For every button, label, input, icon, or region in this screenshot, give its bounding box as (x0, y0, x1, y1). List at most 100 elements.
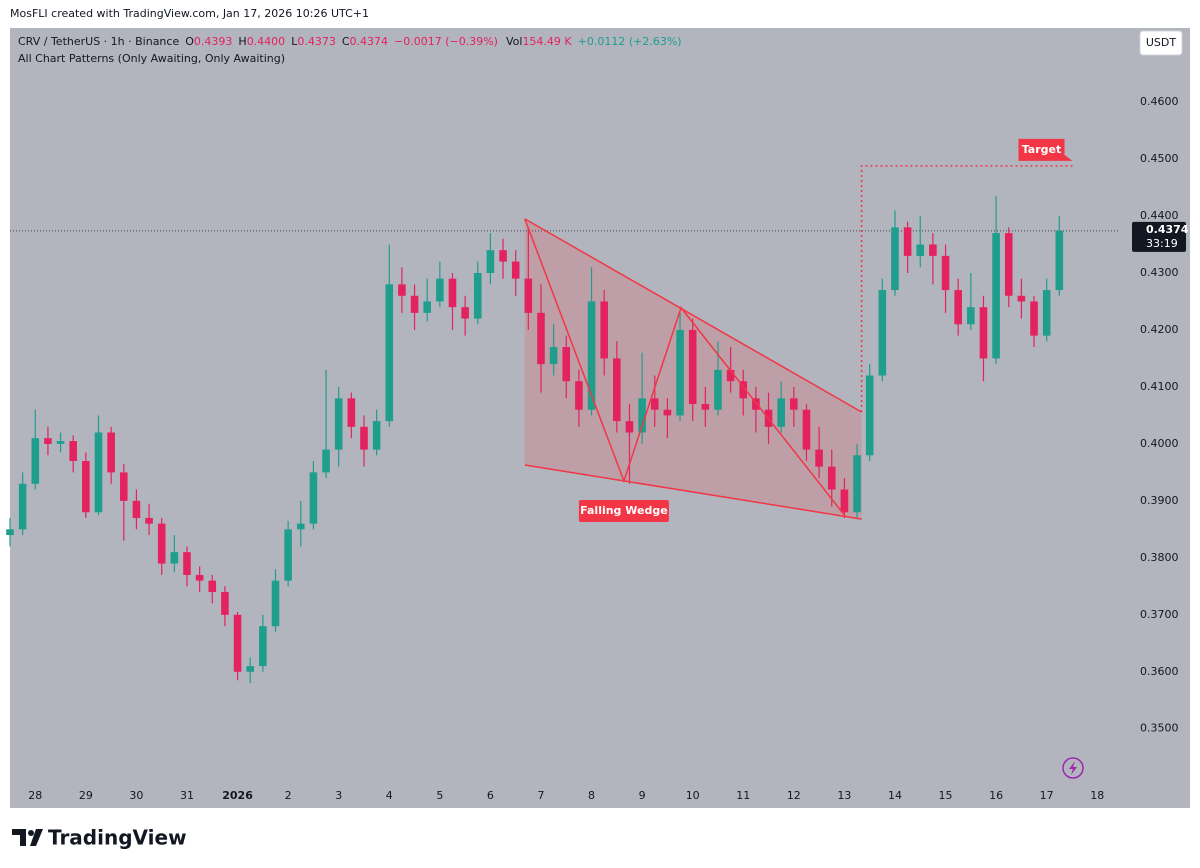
candle-body (44, 438, 52, 444)
currency-button[interactable] (1139, 30, 1183, 56)
legend-value: 0.4374 (350, 35, 389, 48)
candle-body (385, 284, 394, 422)
wedge-lower (524, 464, 862, 520)
candle-body (82, 460, 90, 513)
candle-body (777, 398, 785, 427)
legend-key: C (342, 35, 350, 48)
candle-body (865, 375, 874, 456)
candle-body (827, 466, 836, 490)
x-tick-label: 2 (285, 789, 292, 802)
legend-value: 154.49 K (522, 35, 572, 48)
x-tick-label: 11 (736, 789, 750, 802)
candle-body (511, 261, 520, 279)
y-tick-label: 0.4400 (1140, 209, 1179, 222)
x-tick-label: 17 (1040, 789, 1054, 802)
legend-value: 0.4393 (194, 35, 233, 48)
currency[interactable]: USDT (1146, 36, 1177, 49)
label-box (578, 499, 669, 522)
candle-body (752, 398, 760, 410)
candle-body (448, 278, 457, 308)
candle-body (1017, 295, 1026, 302)
logo-dot (28, 830, 34, 836)
candle-body (157, 523, 166, 564)
candle-body (1030, 301, 1038, 336)
y-tick-label: 0.4500 (1140, 152, 1179, 165)
x-tick-label: 5 (436, 789, 443, 802)
y-tick-label: 0.4000 (1140, 437, 1179, 450)
candle-body (891, 227, 899, 291)
x-tick-label: 13 (837, 789, 851, 802)
candle-body (714, 369, 722, 410)
candle-body (423, 301, 431, 313)
y-tick-label: 0.4100 (1140, 380, 1179, 393)
candle-body (398, 284, 406, 296)
candle-body (347, 398, 356, 427)
candle-body (221, 592, 229, 615)
candle-body (916, 244, 925, 256)
candle-body (853, 455, 861, 513)
candle-body (992, 233, 1000, 359)
price-tag (1132, 221, 1186, 252)
x-tick-label: 12 (787, 789, 801, 802)
candle-body (967, 307, 975, 325)
y-tick-label: 0.3900 (1140, 494, 1179, 507)
legend-key: O (185, 35, 194, 48)
x-tick-label: 8 (588, 789, 595, 802)
candle-body (246, 666, 254, 672)
candle-body (537, 312, 545, 365)
candle-body (929, 244, 937, 256)
brand-logo (12, 829, 43, 846)
candles (6, 196, 1064, 684)
candle-body (259, 626, 267, 667)
candle-body (878, 290, 887, 376)
candle-body (486, 250, 495, 273)
candle-body (170, 552, 179, 564)
legend-key: Vol (506, 35, 522, 48)
bolt[interactable] (1069, 761, 1077, 775)
legend-value: 0.4400 (247, 35, 286, 48)
candle-body (840, 489, 849, 513)
candle-body (524, 278, 533, 313)
bolt-icon[interactable] (1062, 757, 1084, 779)
y-tick-label: 0.4200 (1140, 323, 1179, 336)
candle-body (195, 574, 204, 581)
candle-body (334, 398, 343, 450)
x-tick-label: 4 (386, 789, 393, 802)
candle-body (726, 369, 735, 382)
y-tick-label: 0.4600 (1140, 95, 1179, 108)
candle-body (119, 472, 128, 501)
candle-body (473, 272, 482, 319)
candle-body (183, 552, 191, 575)
candle-body (575, 381, 583, 410)
candle-body (69, 441, 78, 461)
x-tick-label: 28 (28, 789, 42, 802)
symbol: CRV / TetherUS · 1h · Binance (18, 35, 179, 48)
candle-body (815, 449, 823, 467)
legend-key: L (291, 35, 298, 48)
candle-body (372, 421, 381, 450)
candle-body (600, 301, 608, 359)
candle-body (94, 432, 103, 513)
day-change: +0.0112 (+2.63%) (578, 35, 682, 48)
candle-body (1004, 233, 1013, 296)
candle-body (208, 580, 217, 593)
candle-body (650, 398, 659, 410)
legend-key: H (238, 35, 246, 48)
y-tick-label: 0.3700 (1140, 608, 1179, 621)
candle-body (625, 421, 634, 433)
candle-body (790, 398, 798, 410)
indicator: All Chart Patterns (Only Awaiting, Only … (18, 52, 285, 65)
price-tag-value: 0.4374 (1146, 223, 1189, 236)
header: MosFLI created with TradingView.com, Jan… (10, 7, 369, 20)
legend-value: 0.4373 (297, 35, 336, 48)
candle-body (360, 426, 368, 450)
y-tick-label: 0.3500 (1140, 722, 1179, 735)
x-tick-label: 30 (129, 789, 143, 802)
candle-body (688, 329, 697, 405)
target-box (1018, 138, 1073, 161)
candle-body (271, 580, 280, 627)
x-tick-label: 18 (1090, 789, 1104, 802)
price-tag-countdown: 33:19 (1146, 237, 1178, 250)
